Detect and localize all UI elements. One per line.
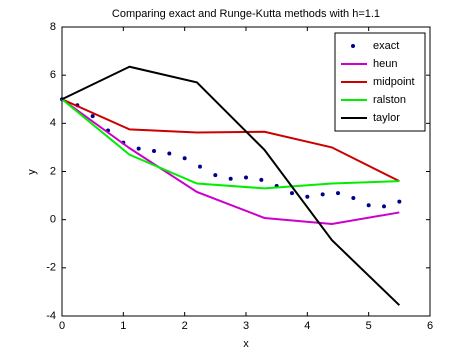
series-line [61,98,400,183]
legend-label: midpoint [373,76,415,88]
legend-symbol [351,44,355,48]
x-tick-label: 2 [182,320,188,332]
x-tick-label: 6 [427,320,433,332]
legend-label: taylor [373,112,400,124]
legend-label: exact [373,40,399,52]
exact-point [336,191,340,196]
chart-title: Comparing exact and Runge-Kutta methods … [112,8,380,20]
series-line [61,65,401,306]
exact-point [136,146,141,151]
y-tick-label: 8 [50,21,56,33]
y-tick-label: 4 [50,117,56,129]
series-line [61,98,400,190]
x-tick-label: 5 [366,320,372,332]
y-tick-label: -2 [46,262,56,274]
series-line [61,98,400,226]
exact-point [320,192,325,197]
x-tick-label: 1 [120,320,126,332]
legend-label: heun [373,58,397,70]
exact-point [228,176,233,181]
x-tick-label: 0 [59,320,65,332]
x-tick-label: 3 [243,320,249,332]
x-axis-label: x [243,338,249,350]
exact-point [167,151,172,156]
exact-point [213,173,218,178]
y-tick-label: 6 [50,69,56,81]
y-tick-label: 0 [50,214,56,226]
y-tick-label: 2 [50,165,56,177]
exact-point [397,199,402,204]
exact-point [244,175,248,180]
legend-label: ralston [373,94,406,106]
exact-point [90,114,95,119]
x-tick-label: 4 [304,320,310,332]
exact-point [366,203,371,208]
exact-point [305,194,310,199]
exact-point [351,195,356,200]
y-axis-label: y [26,169,38,175]
exact-point [382,204,386,209]
exact-point [182,156,187,161]
y-tick-label: -4 [46,310,56,322]
exact-point [152,149,156,154]
exact-point [290,191,294,196]
exact-point [259,177,264,182]
exact-point [198,164,202,169]
